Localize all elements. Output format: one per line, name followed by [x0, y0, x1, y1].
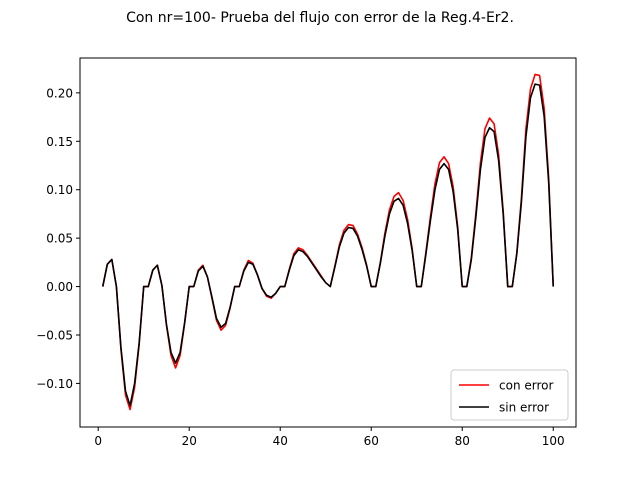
- series-line-sin-error: [101, 83, 555, 407]
- y-tick-label: 0.20: [46, 86, 73, 100]
- y-tick-label: 0.00: [46, 280, 73, 294]
- y-tick-label: −0.10: [36, 377, 73, 391]
- legend-label-sin-error: sin error: [499, 401, 549, 415]
- x-tick-label: 0: [94, 434, 102, 448]
- series-layer: [101, 73, 555, 411]
- x-axis: 0 20 40 60 80 100: [94, 427, 565, 448]
- y-tick-label: 0.15: [46, 135, 73, 149]
- plot-area: 0 20 40 60 80 100 −0.10 −0.05 0.00 0.05 0.10 0.15 0…: [36, 57, 577, 448]
- y-tick-label: 0.10: [46, 183, 73, 197]
- y-tick-label: 0.05: [46, 232, 73, 246]
- x-tick-label: 40: [273, 434, 288, 448]
- x-tick-label: 20: [182, 434, 197, 448]
- y-axis: −0.10 −0.05 0.00 0.05 0.10 0.15 0.20: [36, 86, 80, 391]
- legend-label-con-error: con error: [499, 379, 553, 393]
- legend: con error sin error: [450, 369, 569, 421]
- axes-frame: [79, 57, 577, 428]
- x-tick-label: 60: [364, 434, 379, 448]
- chart-title: Con nr=100- Prueba del flujo con error d…: [126, 10, 514, 26]
- y-tick-label: −0.05: [36, 328, 73, 342]
- x-tick-label: 100: [542, 434, 565, 448]
- x-tick-label: 80: [455, 434, 470, 448]
